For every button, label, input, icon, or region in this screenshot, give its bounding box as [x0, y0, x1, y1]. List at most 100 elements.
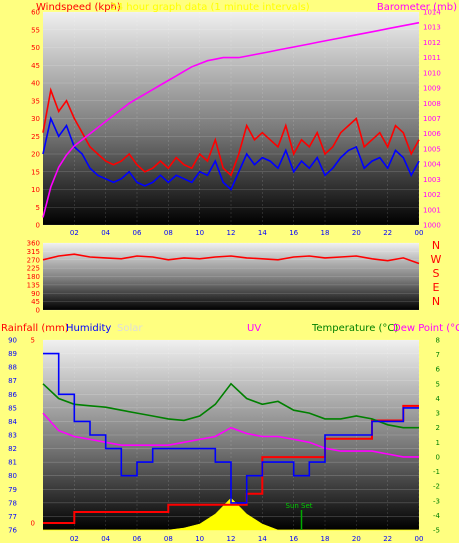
temp-hum-x-tick: 00	[415, 535, 424, 543]
uv-label: UV	[247, 323, 261, 334]
humidity-y-tick: 88	[8, 364, 17, 372]
baro-y-tick: 1003	[423, 176, 441, 184]
temp-hum-x-tick: 04	[101, 535, 110, 543]
humidity-y-tick: 81	[8, 459, 17, 467]
baro-y-tick: 1004	[423, 161, 441, 169]
compass-letter: N	[432, 295, 440, 308]
temperature-y-tick: -3	[433, 497, 440, 505]
wind-y-tick: 55	[31, 26, 40, 34]
dewpoint-label: Dew Point (°C)	[393, 323, 459, 334]
wind-y-tick: 25	[31, 133, 40, 141]
temperature-y-tick: -1	[433, 468, 440, 476]
rainfall-label: Rainfall (mm)	[1, 323, 69, 334]
baro-y-tick: 1002	[423, 191, 441, 199]
direction-y-tick: 135	[27, 281, 40, 289]
humidity-y-tick: 82	[8, 445, 17, 453]
baro-y-tick: 1012	[423, 39, 441, 47]
direction-y-tick: 360	[27, 240, 40, 248]
humidity-y-tick: 76	[8, 527, 17, 535]
temperature-y-tick: 5	[436, 380, 440, 388]
baro-y-tick: 1011	[423, 54, 441, 62]
wind-y-tick: 20	[31, 151, 40, 159]
baro-y-tick: 1013	[423, 24, 441, 32]
baro-y-tick: 1005	[423, 145, 441, 153]
baro-y-tick: 1006	[423, 130, 441, 138]
wind-x-tick: 10	[195, 229, 204, 237]
humidity-y-tick: 79	[8, 486, 17, 494]
wind-x-tick: 22	[383, 229, 392, 237]
temperature-y-ticks: -5 -4 -3 -2 -1 0 1 2 3 4 5 6 7 8	[433, 337, 441, 535]
wind-baro-chart: Windspeed (kph) 24 hour graph data (1 mi…	[31, 2, 457, 237]
temp-hum-x-tick: 12	[227, 535, 236, 543]
temp-hum-x-tick: 08	[164, 535, 173, 543]
temp-hum-x-ticks: 02 04 06 08 10 12 14 16 18 20 22 00	[70, 535, 424, 543]
temperature-y-tick: 2	[436, 424, 440, 432]
humidity-y-tick: 86	[8, 391, 17, 399]
temp-hum-x-tick: 14	[258, 535, 267, 543]
wind-x-tick: 06	[133, 229, 142, 237]
humidity-y-tick: 90	[8, 337, 17, 345]
wind-x-tick: 14	[258, 229, 267, 237]
baro-y-tick: 1001	[423, 206, 441, 214]
humidity-y-tick: 78	[8, 499, 17, 507]
humidity-line	[43, 352, 419, 504]
wind-y-tick: 45	[31, 62, 40, 70]
sunset-label: Sun Set	[286, 502, 313, 510]
wind-y-tick: 40	[31, 80, 40, 88]
wind-x-tick: 16	[289, 229, 298, 237]
wind-average-line	[42, 115, 420, 191]
solar-area	[43, 497, 419, 531]
baro-y-tick: 1000	[423, 222, 441, 230]
wind-x-tick: 20	[352, 229, 361, 237]
baro-y-tick: 1014	[423, 9, 441, 17]
compass-letter: E	[433, 281, 440, 294]
direction-y-tick: 270	[27, 256, 40, 264]
humidity-y-tick: 83	[8, 432, 17, 440]
wind-y-ticks: 0 5 10 15 20 25 30 35 40 45 50 55 60	[31, 9, 40, 230]
humidity-y-tick: 85	[8, 404, 17, 412]
rain-y-tick: 0	[31, 520, 35, 528]
wind-gust-line	[42, 87, 420, 177]
temperature-y-tick: 1	[436, 439, 440, 447]
wind-y-tick: 35	[31, 97, 40, 105]
direction-y-tick: 225	[27, 265, 40, 273]
temp-hum-x-tick: 22	[383, 535, 392, 543]
compass-letter: W	[431, 253, 442, 266]
wind-x-tick: 12	[227, 229, 236, 237]
direction-y-tick: 315	[27, 248, 40, 256]
direction-y-tick: 45	[31, 298, 40, 306]
wind-x-tick: 18	[321, 229, 330, 237]
rain-y-tick: 5	[31, 337, 35, 345]
compass-letter: N	[432, 239, 440, 252]
baro-y-tick: 1007	[423, 115, 441, 123]
temp-hum-x-tick: 18	[321, 535, 330, 543]
temperature-y-tick: 3	[436, 410, 440, 418]
wind-y-tick: 0	[36, 222, 40, 230]
wind-y-tick: 50	[31, 44, 40, 52]
wind-y-tick: 30	[31, 115, 40, 123]
wind-y-tick: 5	[36, 204, 40, 212]
wind-x-tick: 00	[415, 229, 424, 237]
wind-y-tick: 15	[31, 168, 40, 176]
baro-axis-label: Barometer (mb)	[377, 2, 457, 13]
temp-hum-x-tick: 16	[289, 535, 298, 543]
wind-x-tick: 02	[70, 229, 79, 237]
wind-y-tick: 10	[31, 186, 40, 194]
direction-y-tick: 90	[31, 290, 40, 298]
chart-title: 24 hour graph data (1 minute intervals)	[110, 2, 309, 13]
temperature-label: Temperature (°C)	[311, 323, 398, 334]
compass-letter: S	[433, 267, 440, 280]
temp-hum-x-tick: 10	[195, 535, 204, 543]
wind-x-ticks: 02 04 06 08 10 12 14 16 18 20 22 00	[70, 229, 424, 237]
humidity-y-tick: 84	[8, 418, 17, 426]
baro-y-tick: 1009	[423, 85, 441, 93]
humidity-y-tick: 80	[8, 472, 17, 480]
wind-direction-line	[42, 253, 420, 265]
direction-y-tick: 180	[27, 273, 40, 281]
temp-hum-x-tick: 06	[133, 535, 142, 543]
solar-label: Solar	[117, 323, 143, 334]
rain-y-ticks: 05	[31, 337, 35, 528]
